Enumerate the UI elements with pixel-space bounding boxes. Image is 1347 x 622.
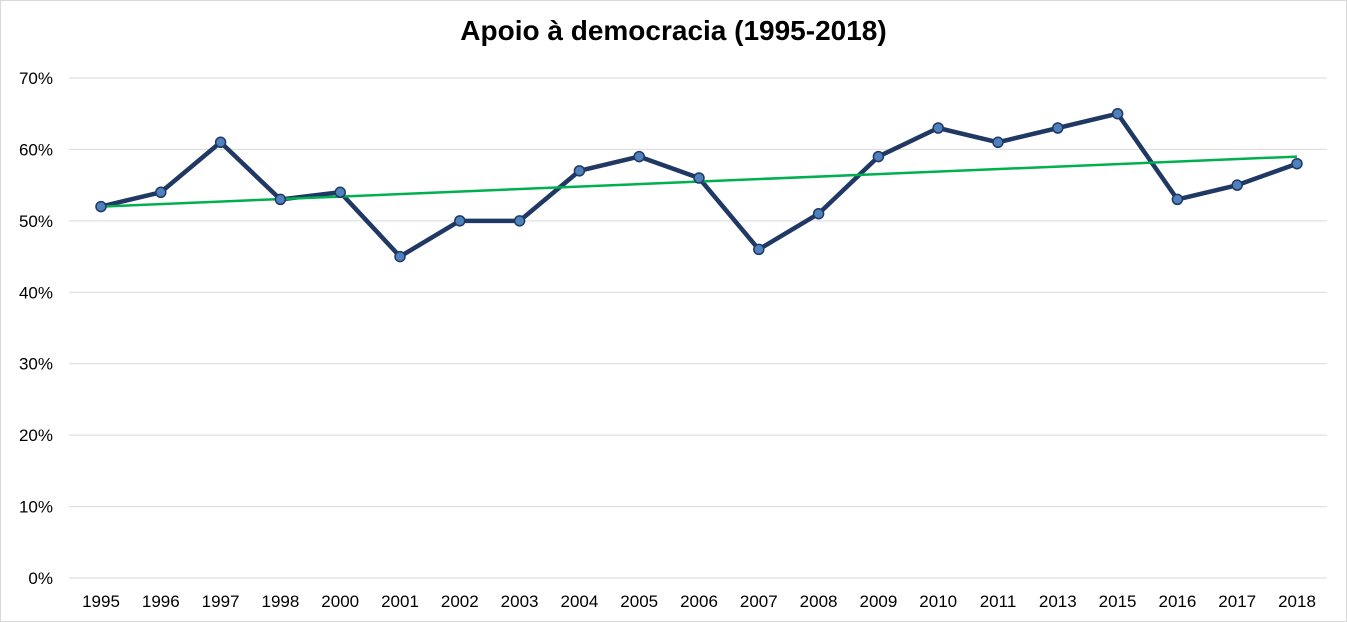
- x-tick-label: 1996: [142, 592, 180, 611]
- x-tick-label: 2010: [919, 592, 957, 611]
- data-point: [573, 165, 586, 177]
- x-tick-label: 2011: [980, 592, 1017, 611]
- x-tick-label: 1997: [202, 592, 240, 611]
- x-tick-label: 2003: [501, 592, 539, 611]
- data-point: [1052, 122, 1064, 134]
- y-tick-label: 20%: [19, 426, 53, 445]
- data-point: [1171, 193, 1184, 206]
- data-point: [1231, 179, 1243, 191]
- x-tick-label: 2006: [680, 592, 718, 611]
- data-point: [932, 122, 944, 134]
- data-point: [274, 193, 287, 206]
- y-tick-label: 30%: [19, 355, 53, 374]
- x-tick-label: 2017: [1218, 592, 1256, 611]
- data-point: [334, 186, 346, 199]
- x-tick-label: 2007: [740, 592, 778, 611]
- data-point: [155, 186, 167, 199]
- x-tick-label: 2015: [1099, 592, 1137, 611]
- y-tick-label: 0%: [28, 569, 53, 588]
- x-tick-label: 2005: [620, 592, 658, 611]
- data-point: [214, 136, 227, 149]
- data-point: [872, 150, 885, 163]
- x-tick-label: 2016: [1158, 592, 1196, 611]
- y-tick-label: 10%: [19, 498, 53, 517]
- data-point: [394, 250, 406, 263]
- series-line: [98, 111, 1300, 259]
- x-tick-label: 2008: [800, 592, 838, 611]
- x-tick-label: 1998: [261, 592, 299, 611]
- x-tick-label: 2018: [1278, 592, 1316, 611]
- y-tick-label: 60%: [19, 140, 53, 159]
- data-point: [1291, 157, 1303, 170]
- x-tick-label: 2001: [381, 592, 419, 611]
- chart-title: Apoio à democracia (1995-2018): [460, 15, 887, 46]
- x-tick-label: 2000: [321, 592, 359, 611]
- data-point: [992, 136, 1004, 149]
- data-point: [513, 215, 526, 227]
- data-point: [693, 172, 705, 184]
- data-point: [633, 150, 645, 163]
- data-point: [812, 207, 825, 220]
- x-tick-label: 2002: [441, 592, 479, 611]
- y-tick-label: 50%: [19, 212, 53, 231]
- x-tick-label: 2009: [859, 592, 897, 611]
- y-tick-label: 70%: [19, 69, 53, 88]
- y-tick-label: 40%: [19, 283, 53, 302]
- data-point: [753, 243, 765, 256]
- x-tick-label: 1995: [82, 592, 120, 611]
- data-point: [95, 200, 107, 213]
- x-tick-label: 2004: [560, 592, 598, 611]
- data-point: [454, 215, 466, 227]
- x-tick-label: 2013: [1039, 592, 1077, 611]
- data-point: [1111, 107, 1124, 120]
